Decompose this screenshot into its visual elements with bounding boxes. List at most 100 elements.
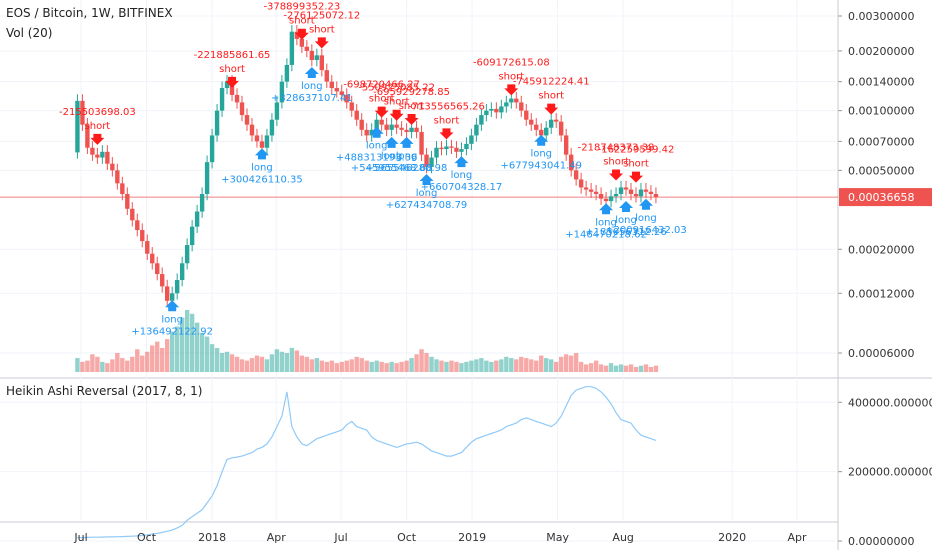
signal-kind: short	[623, 159, 649, 170]
volume-bar	[419, 349, 424, 372]
volume-bar	[499, 359, 504, 372]
candle-body	[140, 230, 145, 242]
candle-body	[409, 127, 414, 133]
signal-value: -162259599.42	[598, 145, 675, 156]
volume-bar	[404, 360, 409, 372]
volume-bar	[389, 361, 394, 372]
short-arrow	[628, 171, 643, 183]
volume-bar	[514, 359, 519, 372]
candle-body	[304, 46, 310, 51]
candle-body	[484, 110, 489, 116]
volume-bar	[474, 359, 479, 372]
volume-bar	[95, 356, 100, 372]
short-arrow	[389, 109, 404, 121]
volume-bar	[219, 353, 225, 372]
volume-bar	[469, 360, 474, 372]
candle-body	[519, 102, 524, 111]
volume-bar	[429, 356, 434, 372]
indicator-label: Heikin Ashi Reversal (2017, 8, 1)	[6, 384, 203, 398]
volume-bars	[75, 310, 659, 372]
volume-bar	[309, 359, 315, 372]
candle-body	[150, 253, 155, 264]
volume-bar	[603, 365, 609, 372]
candle-body	[404, 129, 409, 133]
signal-value: -695929278.85	[373, 87, 450, 98]
candle-body	[399, 127, 404, 130]
time-tick-label: Oct	[397, 531, 417, 544]
candle-body	[160, 274, 165, 287]
candle-body	[534, 124, 539, 130]
volume-bar	[199, 332, 205, 372]
candle-body	[499, 106, 504, 113]
signal-value: +200916432.03	[605, 225, 687, 236]
volume-bar	[544, 358, 549, 372]
candle-body	[419, 132, 424, 155]
long-arrow	[384, 136, 399, 148]
volume-bar	[344, 360, 349, 372]
volume-bar	[289, 347, 295, 372]
volume-bar	[444, 361, 449, 372]
signal-value: -698720466.27	[343, 80, 420, 91]
volume-bar	[239, 359, 245, 372]
candle-body	[364, 129, 369, 136]
signal-value: -713556565.26	[408, 101, 485, 112]
volume-bar	[494, 360, 499, 372]
signal-value: -550925085.22	[358, 83, 435, 94]
candle-body	[239, 102, 245, 116]
volume-bar	[229, 354, 235, 372]
volume-bar	[259, 356, 265, 372]
volume-bar	[583, 364, 589, 372]
candle-body	[259, 141, 265, 148]
time-tick-label: 2019	[458, 531, 486, 544]
short-arrow	[314, 37, 329, 49]
candle-body	[633, 193, 639, 197]
candle-body	[354, 110, 359, 120]
candle-body	[120, 183, 125, 194]
candle-body	[389, 124, 394, 130]
volume-bar	[608, 363, 614, 372]
candle-body	[414, 127, 419, 133]
signal-kind: short	[434, 115, 460, 126]
candle-body	[85, 124, 90, 148]
volume-bar	[165, 339, 170, 372]
candle-body	[289, 31, 295, 65]
candle-body	[593, 191, 599, 194]
candle-body	[319, 55, 325, 71]
price-tick-label: 0.00050000	[848, 164, 914, 177]
signal-value: +627434708.79	[386, 200, 468, 211]
volume-bar	[653, 365, 659, 372]
signal-kind: short	[384, 97, 410, 108]
volume-label: Vol (20)	[6, 26, 53, 40]
volume-bar	[558, 356, 564, 372]
volume-bar	[269, 354, 275, 372]
volume-bar	[399, 361, 404, 372]
signal-kind: long	[251, 162, 273, 173]
volume-bar	[324, 361, 329, 372]
short-arrow	[544, 103, 559, 115]
candle-body	[583, 187, 589, 190]
candle-body	[219, 88, 225, 111]
volume-bar	[224, 351, 230, 372]
volume-bar	[593, 360, 599, 372]
volume-bar	[120, 358, 125, 372]
candle-body	[623, 187, 629, 190]
candle-body	[264, 135, 270, 148]
candle-body	[324, 70, 329, 82]
long-arrow	[638, 198, 653, 210]
candle-body	[90, 147, 95, 155]
candle-body	[125, 193, 130, 209]
volume-bar	[454, 361, 459, 372]
signal-kind: short	[498, 71, 524, 82]
time-tick-label: Apr	[267, 531, 287, 544]
time-tick-label: Jul	[73, 531, 87, 544]
candle-body	[145, 241, 150, 254]
signal-value: +565546280.98	[366, 163, 448, 174]
volume-bar	[284, 353, 290, 372]
short-arrow	[504, 84, 519, 96]
candle-body	[349, 102, 354, 111]
signal-value: -609172615.08	[473, 57, 550, 68]
candle-body	[598, 193, 604, 199]
candle-body	[359, 119, 364, 130]
signal-kind: short	[399, 101, 425, 112]
volume-bar	[504, 356, 509, 372]
